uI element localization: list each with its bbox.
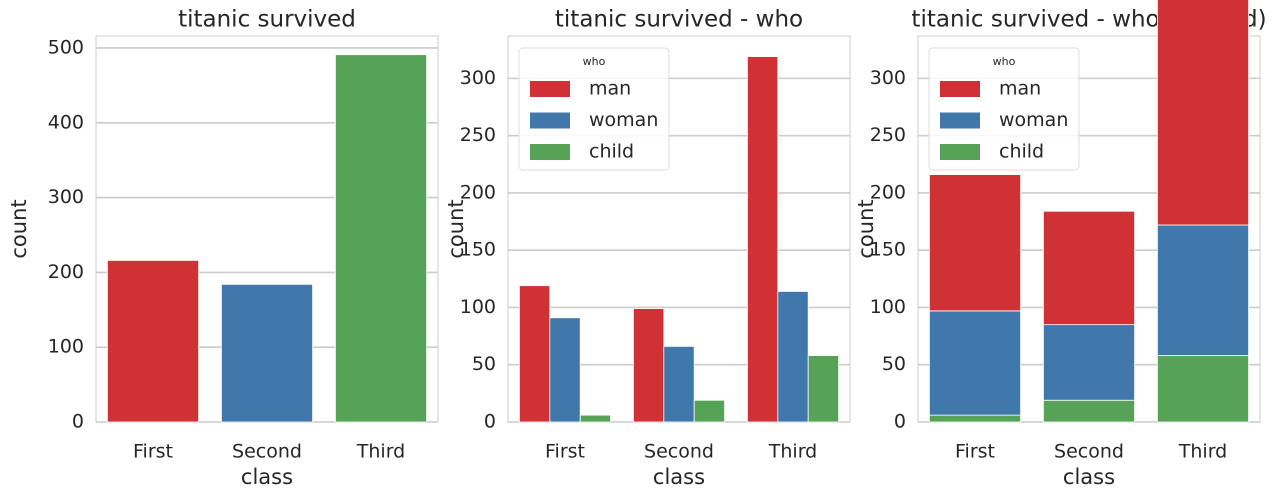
bar bbox=[334, 54, 427, 423]
y-tick-label: 300 bbox=[870, 67, 906, 89]
bar bbox=[1043, 399, 1136, 423]
x-tick-label: First bbox=[545, 441, 585, 463]
legend-box bbox=[518, 47, 670, 171]
y-tick-label: 0 bbox=[72, 411, 84, 433]
bar bbox=[107, 260, 199, 423]
legend-swatch bbox=[940, 81, 980, 97]
y-tick-label: 150 bbox=[460, 239, 496, 261]
legend-label: woman bbox=[589, 109, 658, 131]
bar bbox=[220, 283, 313, 423]
legend-swatch bbox=[530, 112, 570, 129]
legend-swatch bbox=[530, 81, 570, 97]
y-tick-label: 200 bbox=[870, 181, 906, 203]
legend-label: man bbox=[999, 78, 1041, 100]
chart-title: titanic survived bbox=[178, 7, 356, 33]
bar bbox=[549, 317, 581, 423]
chart-title: titanic survived - who bbox=[555, 7, 803, 33]
y-axis-label: count bbox=[854, 199, 878, 258]
y-tick-label: 0 bbox=[894, 411, 906, 433]
x-tick-label: First bbox=[955, 441, 995, 463]
legend-swatch bbox=[940, 144, 980, 160]
y-tick-label: 100 bbox=[870, 296, 906, 318]
bar bbox=[747, 56, 779, 423]
x-tick-label: First bbox=[133, 441, 173, 463]
bar bbox=[1157, 355, 1250, 423]
x-tick-label: Third bbox=[768, 441, 817, 463]
bar bbox=[807, 355, 840, 423]
legend-box bbox=[928, 47, 1080, 171]
y-tick-label: 250 bbox=[460, 124, 496, 146]
x-axis-label: class bbox=[1063, 465, 1115, 489]
y-tick-label: 250 bbox=[870, 124, 906, 146]
bar bbox=[929, 310, 1022, 416]
y-tick-label: 400 bbox=[48, 111, 84, 133]
legend-label: child bbox=[589, 141, 634, 163]
bar bbox=[1043, 210, 1136, 326]
y-axis-label: count bbox=[444, 199, 468, 258]
legend-title: who bbox=[583, 55, 606, 68]
bar bbox=[1157, 224, 1250, 356]
legend-swatch bbox=[530, 144, 570, 160]
y-tick-label: 50 bbox=[472, 353, 496, 375]
bar bbox=[777, 291, 809, 423]
bar bbox=[1043, 324, 1136, 401]
bar bbox=[633, 308, 665, 423]
y-tick-label: 200 bbox=[460, 181, 496, 203]
x-tick-label: Third bbox=[1178, 441, 1227, 463]
bar bbox=[519, 285, 551, 423]
bar bbox=[663, 346, 695, 423]
legend-title: who bbox=[993, 55, 1016, 68]
x-tick-label: Second bbox=[232, 441, 302, 463]
bar bbox=[579, 414, 612, 423]
legend-label: woman bbox=[999, 109, 1068, 131]
y-tick-label: 300 bbox=[460, 67, 496, 89]
bar bbox=[929, 414, 1022, 423]
legend-label: child bbox=[999, 141, 1044, 163]
bar bbox=[1157, 0, 1250, 226]
y-tick-label: 300 bbox=[48, 186, 84, 208]
bar bbox=[929, 174, 1022, 312]
y-tick-label: 500 bbox=[48, 36, 84, 58]
y-tick-label: 100 bbox=[460, 296, 496, 318]
bar bbox=[693, 399, 726, 423]
y-tick-label: 200 bbox=[48, 261, 84, 283]
x-axis-label: class bbox=[241, 465, 293, 489]
y-axis-label: count bbox=[7, 199, 31, 258]
y-tick-label: 50 bbox=[882, 353, 906, 375]
legend-label: man bbox=[589, 78, 631, 100]
y-tick-label: 0 bbox=[484, 411, 496, 433]
y-tick-label: 150 bbox=[870, 239, 906, 261]
y-tick-label: 100 bbox=[48, 336, 84, 358]
x-tick-label: Second bbox=[644, 441, 714, 463]
x-tick-label: Second bbox=[1054, 441, 1124, 463]
legend-swatch bbox=[940, 112, 980, 129]
x-tick-label: Third bbox=[356, 441, 405, 463]
x-axis-label: class bbox=[653, 465, 705, 489]
